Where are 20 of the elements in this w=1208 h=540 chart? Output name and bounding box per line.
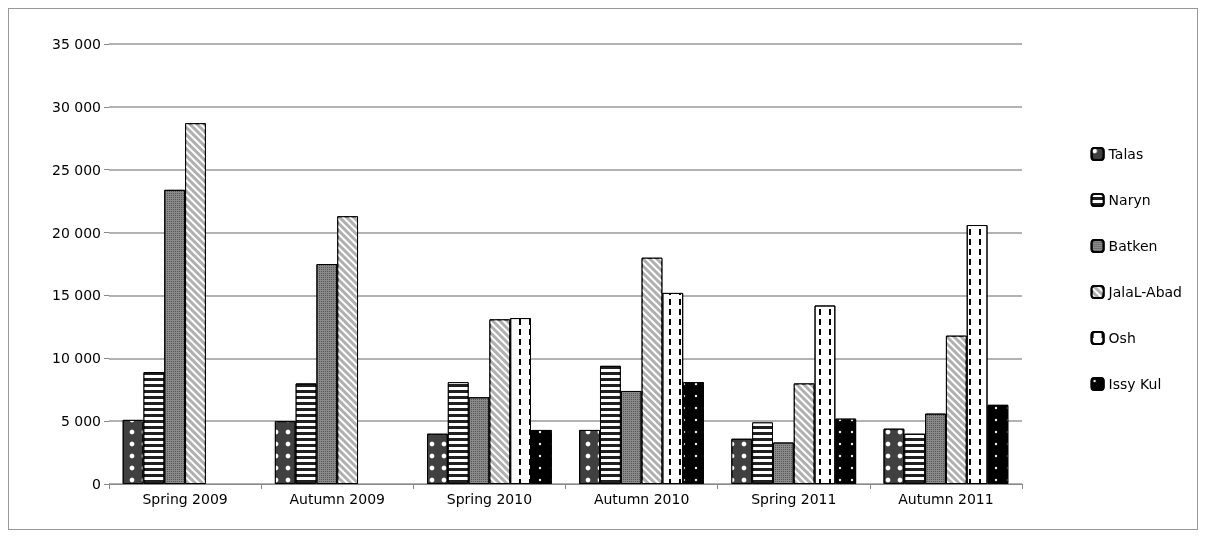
x-tick-label: Spring 2009 <box>142 491 228 507</box>
legend-label: Talas <box>1107 146 1144 162</box>
x-tick-label: Autumn 2011 <box>898 491 994 507</box>
y-tick-label: 0 <box>92 476 101 492</box>
y-tick-label: 20 000 <box>52 224 101 241</box>
legend-label: JalaL-Abad <box>1107 284 1182 300</box>
y-tick-label: 15 000 <box>52 287 101 304</box>
x-tick-label: Autumn 2010 <box>593 491 690 507</box>
y-tick-label: 30 000 <box>52 98 101 115</box>
legend-label: Batken <box>1108 238 1158 254</box>
x-tick-label: Spring 2010 <box>446 491 533 507</box>
y-tick-label: 25 000 <box>52 161 101 178</box>
legend-label: Osh <box>1108 330 1136 346</box>
x-tick-label: Autumn 2009 <box>289 491 385 507</box>
legend-label: Issy Kul <box>1108 376 1162 392</box>
y-tick-label: 5 000 <box>60 413 101 430</box>
y-tick-label: 10 000 <box>52 350 101 367</box>
x-tick-label: Spring 2011 <box>751 491 837 507</box>
legend-label: Naryn <box>1108 192 1151 208</box>
y-tick-label: 35 000 <box>52 36 101 52</box>
